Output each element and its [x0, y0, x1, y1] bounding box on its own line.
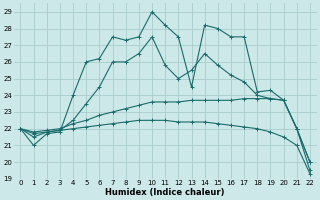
X-axis label: Humidex (Indice chaleur): Humidex (Indice chaleur)	[106, 188, 225, 197]
